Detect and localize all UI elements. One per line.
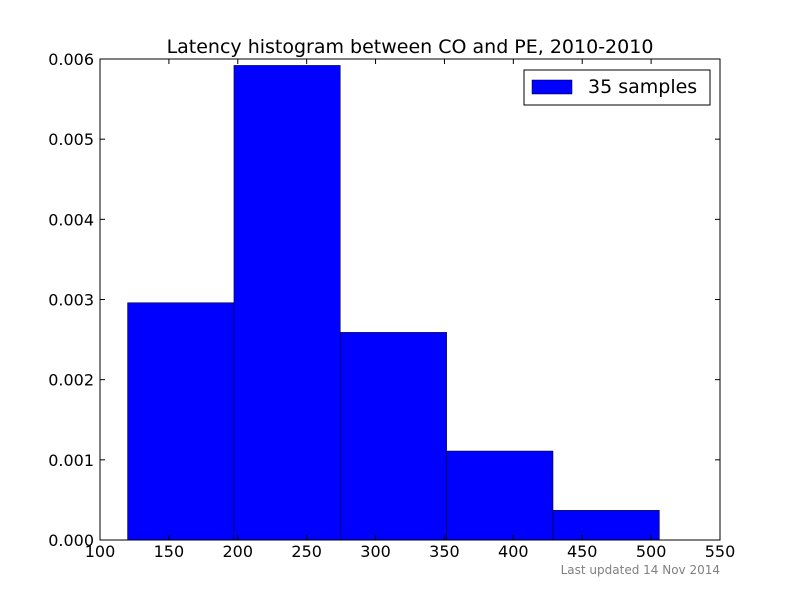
y-tick-label: 0.006 [48, 50, 94, 69]
x-tick-label: 550 [705, 542, 736, 561]
x-tick-label: 150 [154, 542, 185, 561]
histogram-bar-4 [446, 450, 554, 541]
x-tick-label: 450 [567, 542, 598, 561]
x-tick-label: 500 [636, 542, 667, 561]
chart-title: Latency histogram between CO and PE, 201… [167, 36, 654, 58]
last-updated-note: Last updated 14 Nov 2014 [561, 563, 720, 577]
x-tick-label: 350 [429, 542, 460, 561]
histogram-bar-3 [340, 332, 447, 541]
legend-swatch [531, 79, 573, 95]
x-tick-label: 200 [223, 542, 254, 561]
y-tick-label: 0.005 [48, 130, 94, 149]
legend: 35 samples [523, 69, 711, 106]
histogram-bar-2 [233, 65, 341, 541]
y-tick-label: 0.000 [48, 531, 94, 550]
x-tick-label: 400 [498, 542, 529, 561]
histogram-bar-5 [552, 510, 660, 541]
x-tick-label: 100 [85, 542, 116, 561]
y-tick-label: 0.001 [48, 451, 94, 470]
bars-group [127, 65, 660, 541]
x-tick-label: 300 [360, 542, 391, 561]
histogram-bar-1 [127, 302, 235, 541]
ticks-group: 100 150 200 250 300 350 400 450 500 550 0.000 0.001… [48, 50, 735, 561]
x-tick-label: 250 [291, 542, 322, 561]
y-tick-label: 0.004 [48, 210, 94, 229]
y-tick-label: 0.002 [48, 371, 94, 390]
y-tick-label: 0.003 [48, 291, 94, 310]
legend-label: 35 samples [588, 76, 697, 98]
